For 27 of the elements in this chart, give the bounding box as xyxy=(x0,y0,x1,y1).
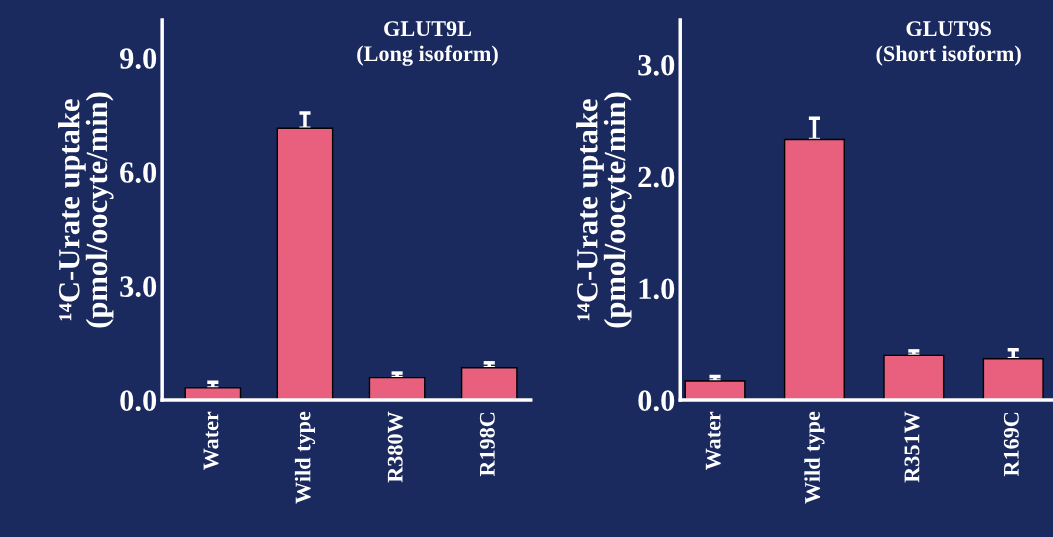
x-tick-label: R380W xyxy=(387,411,403,483)
bar xyxy=(684,380,746,401)
x-tick-label: R169C xyxy=(1003,412,1019,477)
y-tick-label: 9.0 xyxy=(119,48,157,69)
x-tick-label: Wild type xyxy=(294,411,316,504)
bar xyxy=(883,354,945,401)
y-tick-label: 3.0 xyxy=(120,276,157,298)
x-tick-label: Water xyxy=(203,411,219,471)
bar xyxy=(368,376,426,401)
text: GLUT9L (Long isoform) xyxy=(357,21,498,66)
bar xyxy=(982,357,1044,401)
x-tick-label: R198C xyxy=(479,412,495,477)
text: GLUT9S (Short isoform) xyxy=(876,21,1021,66)
y-tick-label: 0.0 xyxy=(638,390,675,412)
x-tick-label: R351W xyxy=(904,411,920,483)
bar xyxy=(783,138,845,401)
y-axis-title: ¹⁴C-Urate uptake (pmol/oocyte/min) xyxy=(58,92,114,328)
y-tick-label: 1.0 xyxy=(639,278,675,300)
x-tick-label: Wild type xyxy=(804,411,825,504)
bar xyxy=(276,127,334,401)
x-tick-label: Water xyxy=(705,411,721,471)
y-axis-title: ¹⁴C-Urate uptake (pmol/oocyte/min) xyxy=(576,92,632,328)
y-tick-label: 2.0 xyxy=(638,166,675,188)
y-tick-label: 3.0 xyxy=(638,54,675,76)
bar xyxy=(460,367,518,401)
y-tick-label: 0.0 xyxy=(120,390,157,412)
y-tick-label: 6.0 xyxy=(120,162,157,183)
